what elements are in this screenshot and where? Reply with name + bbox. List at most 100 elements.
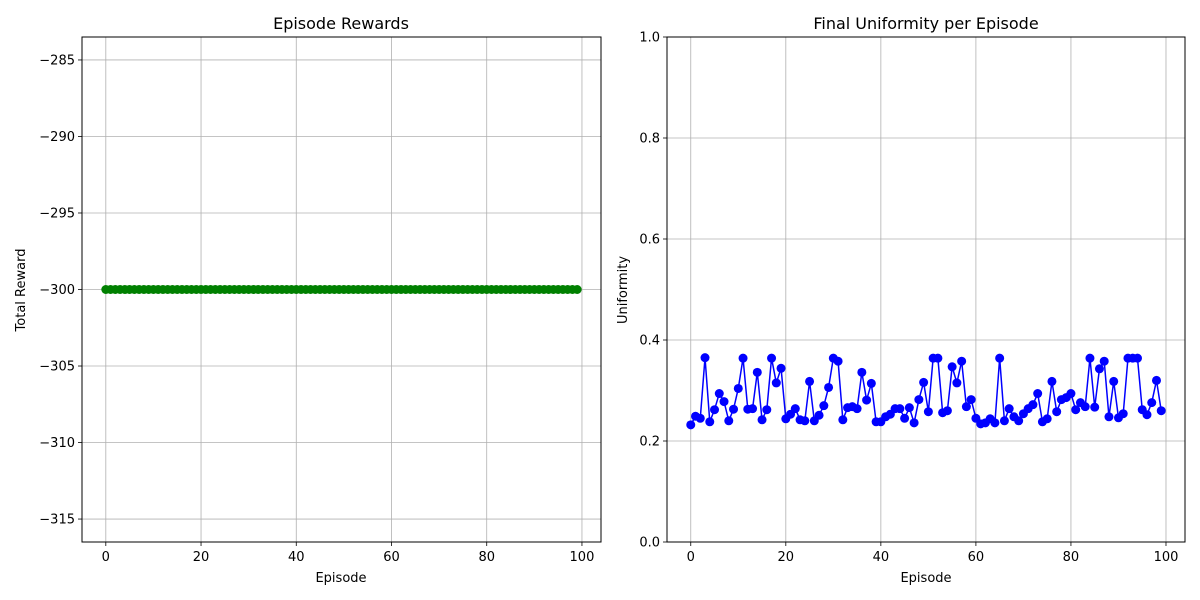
- rewards-ticks: 0 20 40 60 80 100 −285 −290 −295 −300 −305 −310 −315: [39, 53, 594, 565]
- uniformity-data-point: [1094, 364, 1104, 374]
- uniformity-y-tick-label: 0.0: [639, 536, 660, 551]
- uniformity-ticks: 0 20 40 60 80 100 0.0 0.2 0.4 0.6 0.8 1.0: [639, 31, 1178, 566]
- uniformity-x-tick-label: 80: [1063, 550, 1080, 565]
- uniformity-x-tick-label: 60: [968, 550, 985, 565]
- uniformity-chart-title: Final Uniformity per Episode: [813, 14, 1038, 33]
- rewards-y-tick-label: −310: [39, 436, 75, 451]
- uniformity-plot-frame: [666, 36, 1186, 543]
- uniformity-data-point: [1099, 356, 1109, 366]
- rewards-x-tick-label: 60: [383, 550, 400, 565]
- rewards-chart-title: Episode Rewards: [273, 14, 409, 33]
- uniformity-data-point: [705, 417, 715, 427]
- uniformity-data-point: [866, 378, 876, 388]
- rewards-x-axis-label: Episode: [315, 571, 366, 586]
- rewards-y-tick-label: −300: [39, 283, 75, 298]
- uniformity-data-point: [900, 413, 910, 423]
- rewards-x-tick-label: 80: [478, 550, 495, 565]
- rewards-y-tick-label: −285: [39, 53, 75, 68]
- uniformity-data-point: [714, 389, 724, 399]
- uniformity-data-point: [1080, 402, 1090, 412]
- uniformity-data-point: [700, 353, 710, 363]
- uniformity-data-point: [895, 404, 905, 414]
- uniformity-data-point: [1142, 410, 1152, 420]
- uniformity-data-point: [790, 404, 800, 414]
- uniformity-x-tick-label: 100: [1154, 550, 1179, 565]
- uniformity-data-point: [1066, 389, 1076, 399]
- uniformity-data-point: [1109, 376, 1119, 386]
- uniformity-data-point: [733, 383, 743, 393]
- rewards-x-tick-label: 0: [102, 550, 110, 565]
- uniformity-data-point: [852, 404, 862, 414]
- uniformity-data-point: [942, 406, 952, 416]
- uniformity-data-point: [752, 367, 762, 377]
- uniformity-data-point: [719, 397, 729, 407]
- uniformity-data-point: [1047, 376, 1057, 386]
- uniformity-data-point: [1052, 407, 1062, 417]
- uniformity-data-point: [961, 402, 971, 412]
- uniformity-data-point: [990, 418, 1000, 428]
- uniformity-series: [686, 353, 1166, 430]
- uniformity-data-point: [1118, 409, 1128, 419]
- uniformity-data-point: [904, 403, 914, 413]
- uniformity-data-point: [923, 407, 933, 417]
- uniformity-data-point: [1132, 353, 1142, 363]
- uniformity-data-point: [824, 382, 834, 392]
- uniformity-data-point: [1028, 400, 1038, 410]
- uniformity-x-tick-label: 40: [873, 550, 890, 565]
- uniformity-chart: Final Uniformity per Episode 0 20 40 60 80 10…: [616, 14, 1186, 586]
- uniformity-data-point: [762, 405, 772, 415]
- uniformity-x-axis-label: Episode: [900, 571, 951, 586]
- rewards-data-point: [572, 285, 582, 294]
- uniformity-data-point: [857, 367, 867, 377]
- uniformity-data-point: [1004, 404, 1014, 414]
- uniformity-data-point: [710, 405, 720, 415]
- uniformity-data-point: [909, 418, 919, 428]
- uniformity-data-point: [966, 395, 976, 405]
- uniformity-x-tick-label: 20: [778, 550, 795, 565]
- uniformity-data-point: [805, 376, 815, 386]
- uniformity-data-point: [999, 416, 1009, 426]
- uniformity-data-point: [952, 378, 962, 388]
- rewards-y-axis-label: Total Reward: [14, 249, 29, 333]
- rewards-x-tick-label: 100: [570, 550, 595, 565]
- rewards-y-tick-label: −295: [39, 206, 75, 221]
- uniformity-data-point: [1071, 405, 1081, 415]
- uniformity-data-point: [947, 362, 957, 372]
- uniformity-data-point: [686, 420, 696, 430]
- rewards-x-tick-label: 20: [193, 550, 210, 565]
- uniformity-y-tick-label: 0.6: [639, 233, 660, 248]
- uniformity-y-tick-label: 0.2: [639, 435, 660, 450]
- uniformity-y-tick-label: 0.4: [639, 334, 660, 349]
- uniformity-data-point: [914, 395, 924, 405]
- uniformity-data-point: [748, 404, 758, 414]
- uniformity-data-point: [767, 353, 777, 363]
- rewards-series: [101, 285, 582, 294]
- rewards-chart: Episode Rewards 0 20 40 60 80 100 −285 −290 −295…: [14, 14, 602, 586]
- rewards-x-tick-label: 40: [288, 550, 305, 565]
- uniformity-data-point: [738, 353, 748, 363]
- uniformity-data-point: [724, 416, 734, 426]
- uniformity-x-tick-label: 0: [687, 550, 695, 565]
- uniformity-data-point: [919, 377, 929, 387]
- uniformity-data-point: [1014, 416, 1024, 426]
- uniformity-data-point: [814, 410, 824, 420]
- uniformity-data-point: [819, 401, 829, 411]
- uniformity-data-point: [833, 356, 843, 366]
- uniformity-y-tick-label: 0.8: [639, 132, 660, 147]
- uniformity-data-point: [862, 395, 872, 405]
- uniformity-data-point: [776, 363, 786, 373]
- uniformity-y-axis-label: Uniformity: [616, 256, 631, 324]
- uniformity-data-point: [995, 353, 1005, 363]
- rewards-y-tick-label: −290: [39, 130, 75, 145]
- uniformity-data-point: [1042, 414, 1052, 424]
- uniformity-y-tick-label: 1.0: [639, 31, 660, 46]
- uniformity-data-point: [695, 413, 705, 423]
- uniformity-data-point: [957, 356, 967, 366]
- rewards-y-tick-label: −315: [39, 513, 75, 528]
- uniformity-data-point: [1104, 412, 1114, 422]
- uniformity-data-point: [1151, 375, 1161, 385]
- uniformity-data-point: [729, 404, 739, 414]
- uniformity-data-point: [1156, 406, 1166, 416]
- uniformity-data-point: [1147, 398, 1157, 408]
